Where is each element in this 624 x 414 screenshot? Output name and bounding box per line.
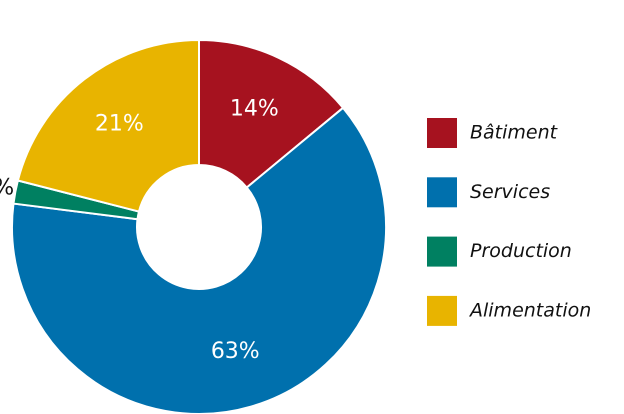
slice-label: 63% [211,339,260,364]
legend-swatch [427,295,457,326]
slice-label: 21% [95,111,144,136]
slice-label: 2% [0,175,14,200]
legend-label: Alimentation [468,299,591,321]
legend-label: Production [470,240,572,262]
donut-slice [198,38,345,189]
legend-label: Bâtiment [470,122,559,144]
legend-swatch [427,118,457,148]
donut-slice [11,106,387,414]
donut-slice [16,38,200,213]
slice-label: 14% [230,96,279,121]
legend-label: Services [470,181,550,203]
legend-swatch [427,236,457,267]
legend-swatch [427,177,457,208]
